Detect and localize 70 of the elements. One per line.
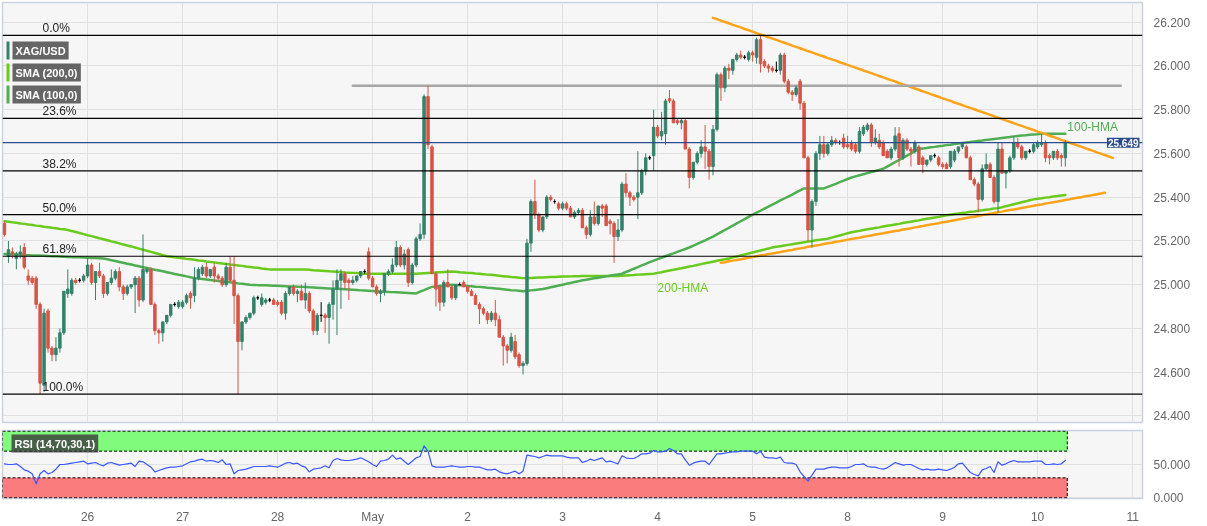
candlestick xyxy=(1063,139,1068,168)
category-label: 4 xyxy=(654,509,661,524)
category-label: 28 xyxy=(270,509,285,524)
candlestick xyxy=(382,273,387,297)
candlestick xyxy=(133,275,137,314)
category-label: 9 xyxy=(939,509,946,524)
candlestick xyxy=(22,242,26,270)
category-label: May xyxy=(361,509,384,524)
candlestick xyxy=(323,312,327,334)
candlestick xyxy=(976,181,980,213)
candlestick xyxy=(303,282,308,310)
candlestick xyxy=(592,201,596,227)
legend-label: SMA (100,0) xyxy=(15,88,78,101)
y-tick-label: 25.200 xyxy=(1153,234,1191,249)
candlestick xyxy=(85,257,90,279)
candlestick xyxy=(612,220,616,264)
candlestick xyxy=(509,332,513,353)
category-label: 27 xyxy=(175,509,190,524)
candlestick xyxy=(252,295,256,316)
y-tick-label: 24.800 xyxy=(1153,321,1191,336)
candlestick xyxy=(93,271,98,301)
category-label: 26 xyxy=(80,509,95,524)
y-tick-label: 24.600 xyxy=(1153,365,1191,380)
candlestick xyxy=(636,150,640,220)
candlestick xyxy=(89,262,94,286)
y-tick-label: 25.600 xyxy=(1153,146,1191,161)
y-tick-label: 25.000 xyxy=(1153,278,1191,293)
candlestick xyxy=(822,135,826,159)
category-label: 10 xyxy=(1030,509,1045,524)
annotation: 23.6% xyxy=(42,104,77,119)
candlestick xyxy=(402,249,406,270)
y-tick-label: 0.000 xyxy=(1153,491,1184,506)
candlestick xyxy=(137,275,141,308)
candlestick xyxy=(442,279,446,308)
category-label: 2 xyxy=(464,509,471,524)
category-label: 11 xyxy=(1126,509,1139,524)
line-series xyxy=(719,191,1107,265)
y-tick-label: 50.000 xyxy=(1153,458,1191,472)
y-tick-label: 26.200 xyxy=(1153,15,1191,30)
category-label: 5 xyxy=(749,509,756,524)
candlestick xyxy=(315,312,319,336)
y-tick-label: 24.400 xyxy=(1153,409,1191,424)
annotation: 0.0% xyxy=(42,21,71,36)
candlestick xyxy=(719,72,723,102)
candlestick xyxy=(224,262,228,288)
candlestick xyxy=(335,268,339,336)
annotation: 100.0% xyxy=(42,380,84,395)
candlestick xyxy=(588,209,593,238)
legend-label: XAG/USD xyxy=(15,44,66,57)
legend-label: SMA (200,0) xyxy=(15,66,78,79)
y-tick-label: 26.000 xyxy=(1153,59,1191,74)
candlestick xyxy=(347,277,351,301)
annotation: 38.2% xyxy=(42,156,77,171)
candlestick xyxy=(727,63,731,80)
text: RSI (14,70,30,1) xyxy=(14,437,96,450)
annotation: 200-HMA xyxy=(657,280,709,295)
candlestick xyxy=(778,52,783,76)
candlestick xyxy=(901,137,905,161)
candlestick xyxy=(632,194,636,203)
annotation: 61.8% xyxy=(42,242,77,257)
annotation: 50.0% xyxy=(42,200,77,215)
candlestick xyxy=(212,262,216,283)
category-label: 3 xyxy=(559,509,566,524)
candlestick xyxy=(723,65,727,93)
ref-line-label: 25.649 xyxy=(1107,137,1139,149)
y-tick-label: 25.800 xyxy=(1153,103,1191,118)
annotation: 100-HMA xyxy=(1067,119,1118,134)
candlestick xyxy=(117,266,121,292)
y-tick-label: 25.400 xyxy=(1153,190,1191,205)
category-label: 8 xyxy=(844,509,851,524)
